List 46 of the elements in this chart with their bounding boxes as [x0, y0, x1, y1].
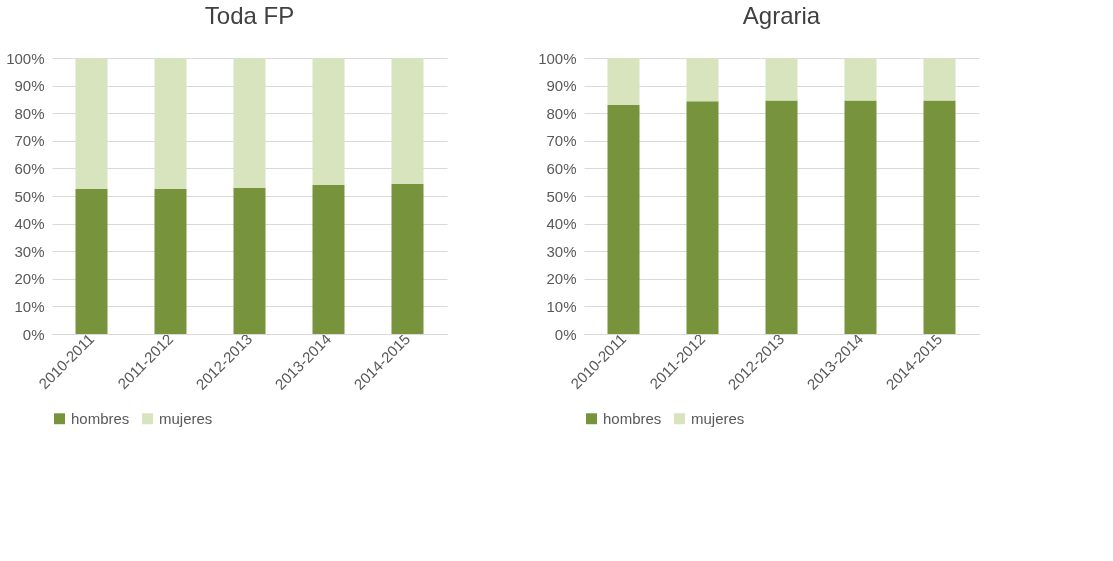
bar — [233, 188, 266, 334]
legend-label: hombres — [603, 409, 662, 427]
bar — [923, 100, 956, 334]
bar — [154, 58, 187, 190]
bar — [607, 104, 640, 334]
y-tick-label: 30% — [546, 242, 577, 260]
bar — [154, 189, 187, 334]
bar — [765, 100, 798, 334]
bar — [607, 58, 640, 105]
bar — [75, 58, 108, 190]
bar — [233, 58, 266, 188]
bar — [312, 58, 345, 185]
y-tick-label: 100% — [538, 49, 577, 67]
bar — [844, 100, 877, 334]
bar — [686, 58, 719, 102]
y-tick-label: 70% — [14, 132, 45, 150]
y-tick-label: 80% — [546, 104, 577, 122]
y-tick-label: 10% — [14, 297, 45, 315]
y-tick-label: 20% — [14, 270, 45, 288]
y-tick-label: 20% — [546, 270, 577, 288]
y-tick-label: 10% — [546, 297, 577, 315]
bar — [686, 101, 719, 334]
legend-label: mujeres — [159, 409, 213, 427]
bar — [844, 58, 877, 101]
y-tick-label: 60% — [546, 159, 577, 177]
bar — [391, 58, 424, 184]
chart-title: Toda FP — [204, 2, 295, 29]
bar — [312, 184, 345, 334]
bar — [923, 58, 956, 101]
y-tick-label: 50% — [546, 187, 577, 205]
y-tick-label: 80% — [14, 104, 45, 122]
y-tick-label: 90% — [14, 77, 45, 95]
y-tick-label: 90% — [546, 77, 577, 95]
bar — [391, 183, 424, 334]
y-tick-label: 40% — [546, 215, 577, 233]
bar — [75, 189, 108, 334]
y-tick-label: 100% — [6, 49, 45, 67]
y-tick-label: 60% — [14, 159, 45, 177]
y-tick-label: 30% — [14, 242, 45, 260]
y-tick-label: 50% — [14, 187, 45, 205]
y-tick-label: 40% — [14, 215, 45, 233]
legend-label: hombres — [71, 409, 130, 427]
chart-title: Agraria — [742, 2, 821, 29]
bar — [765, 58, 798, 101]
legend-label: mujeres — [691, 409, 745, 427]
y-tick-label: 70% — [546, 132, 577, 150]
